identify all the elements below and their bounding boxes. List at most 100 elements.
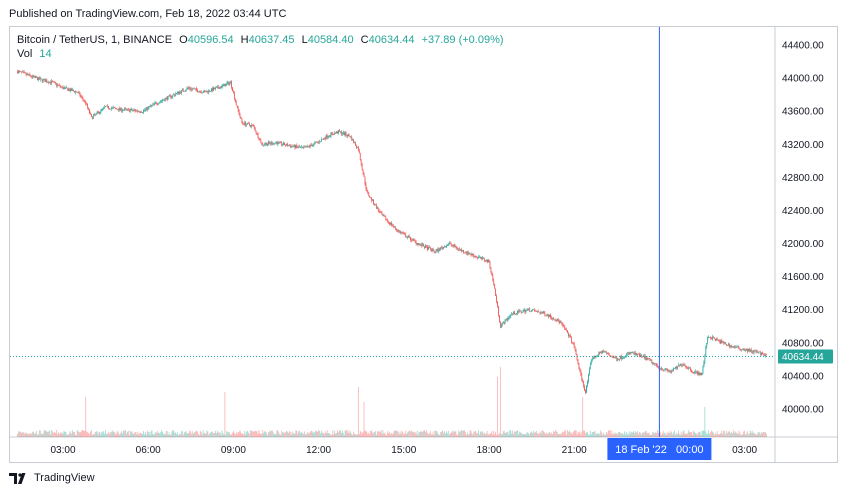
candle-body [538, 311, 540, 313]
volume-bar [159, 433, 160, 437]
footer-brand[interactable]: TradingView [34, 472, 95, 484]
volume-bar [281, 430, 283, 437]
volume-bar [321, 430, 322, 437]
volume-bar [250, 430, 251, 437]
candle-body [625, 354, 627, 357]
volume-bar [760, 434, 762, 437]
candle-body [696, 371, 698, 375]
volume-bar [429, 431, 431, 437]
volume-bar [250, 430, 252, 437]
candle-body [324, 138, 326, 140]
candle-body [712, 336, 714, 338]
candle-body [577, 359, 579, 364]
candle-body [181, 89, 183, 91]
candle-body [393, 226, 395, 228]
volume-bar [324, 431, 326, 437]
volume-bar [487, 434, 489, 437]
volume-bar [556, 431, 558, 437]
candle-body [655, 363, 657, 365]
volume-bar [35, 433, 36, 437]
candle-body [395, 228, 397, 230]
candle-body [531, 310, 532, 312]
volume-bar [22, 432, 24, 437]
volume-value: 14 [39, 48, 52, 60]
candle-body [69, 89, 71, 91]
candle-body [23, 72, 25, 73]
candle-body [187, 87, 189, 89]
volume-bar [463, 430, 464, 437]
candle-body [441, 247, 443, 249]
volume-bar [36, 430, 37, 437]
candle-body [701, 373, 703, 376]
candle-body [172, 94, 174, 97]
volume-key[interactable]: Vol [17, 48, 33, 60]
volume-bar [351, 434, 353, 437]
volume-bar [331, 434, 333, 437]
volume-bar [101, 431, 103, 437]
volume-bar [238, 432, 240, 437]
volume-bar [130, 432, 132, 437]
volume-bar [19, 431, 20, 437]
candle-body [143, 110, 144, 113]
candle-body [209, 90, 211, 92]
candle-body [423, 244, 425, 247]
candle-body [754, 350, 756, 352]
volume-bar [235, 432, 237, 437]
candle-body [208, 90, 210, 93]
candle-body [316, 141, 318, 143]
volume-bar [503, 430, 505, 437]
candle-body [110, 108, 112, 110]
candle-body [527, 309, 529, 310]
volume-bar [287, 432, 289, 437]
volume-bar [167, 434, 169, 437]
volume-bar [644, 431, 646, 437]
volume-bar [54, 431, 55, 437]
volume-bar [30, 432, 32, 437]
candle-body [609, 355, 611, 356]
volume-bar [605, 434, 606, 437]
candle-body [702, 366, 704, 374]
candle-body [230, 81, 231, 83]
candle-body [762, 352, 763, 355]
volume-bar [161, 430, 162, 437]
candle-body [411, 238, 413, 241]
candle-body [639, 353, 640, 357]
candle-body [410, 240, 412, 241]
candle-body [528, 308, 530, 310]
volume-bar [135, 431, 137, 437]
volume-bar [153, 434, 155, 437]
candle-body [719, 340, 721, 344]
volume-bar [210, 432, 212, 437]
volume-bar [308, 432, 310, 437]
volume-bar [602, 434, 603, 437]
volume-bar [572, 431, 574, 437]
candle-body [206, 91, 208, 93]
candle-body [125, 108, 126, 110]
candle-body [534, 309, 535, 311]
candle-body [333, 134, 335, 136]
volume-bar [545, 433, 547, 437]
volume-bar [591, 432, 593, 437]
candle-body [583, 381, 585, 387]
volume-bar [757, 432, 759, 437]
candle-body [765, 354, 767, 356]
volume-bar [241, 433, 243, 437]
symbol-label[interactable]: Bitcoin / TetherUS, 1, BINANCE [17, 34, 173, 46]
volume-bar [440, 431, 442, 437]
candle-body [654, 363, 656, 364]
candle-body [389, 222, 390, 225]
volume-bar [185, 431, 187, 437]
volume-bar [732, 430, 734, 437]
candle-body [725, 342, 727, 344]
candle-body [120, 107, 122, 110]
candle-body [694, 372, 695, 374]
volume-bar [353, 431, 355, 437]
candle-body [757, 351, 759, 353]
volume-bar [504, 432, 506, 437]
volume-bar [230, 434, 231, 437]
candle-body [271, 142, 273, 145]
volume-bar [552, 431, 554, 437]
volume-bar [233, 432, 235, 437]
volume-bar [95, 431, 97, 437]
